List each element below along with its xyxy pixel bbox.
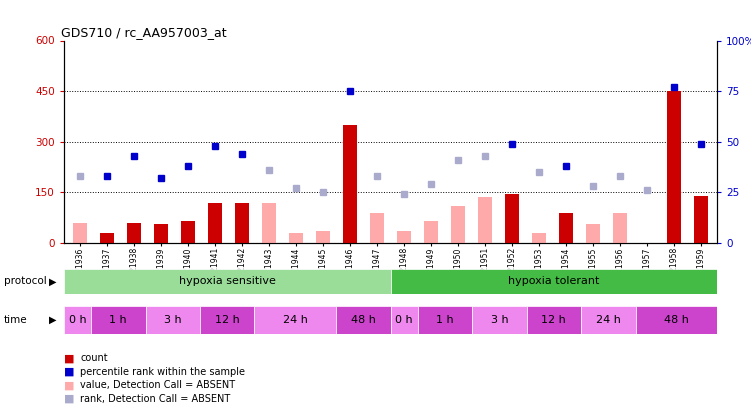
- Text: 1 h: 1 h: [110, 315, 127, 325]
- Text: rank, Detection Call = ABSENT: rank, Detection Call = ABSENT: [80, 394, 231, 403]
- Text: time: time: [4, 315, 27, 325]
- Bar: [532, 233, 546, 243]
- Text: ■: ■: [64, 394, 74, 403]
- Text: hypoxia sensitive: hypoxia sensitive: [179, 277, 276, 286]
- Bar: [667, 91, 680, 243]
- Bar: [391, 269, 717, 294]
- Bar: [200, 306, 255, 334]
- Text: ▶: ▶: [49, 315, 56, 325]
- Text: count: count: [80, 354, 108, 363]
- Bar: [316, 231, 330, 243]
- Bar: [526, 306, 581, 334]
- Bar: [694, 196, 707, 243]
- Bar: [391, 306, 418, 334]
- Bar: [472, 306, 526, 334]
- Bar: [289, 233, 303, 243]
- Text: ■: ■: [64, 354, 74, 363]
- Bar: [424, 221, 438, 243]
- Bar: [262, 202, 276, 243]
- Bar: [91, 306, 146, 334]
- Bar: [370, 213, 384, 243]
- Bar: [208, 202, 222, 243]
- Bar: [614, 213, 627, 243]
- Text: protocol: protocol: [4, 277, 47, 286]
- Bar: [397, 231, 411, 243]
- Bar: [154, 224, 167, 243]
- Text: 0 h: 0 h: [395, 315, 413, 325]
- Bar: [418, 306, 472, 334]
- Bar: [101, 233, 114, 243]
- Text: percentile rank within the sample: percentile rank within the sample: [80, 367, 246, 377]
- Text: 3 h: 3 h: [164, 315, 182, 325]
- Bar: [181, 221, 195, 243]
- Text: 3 h: 3 h: [490, 315, 508, 325]
- Bar: [587, 224, 600, 243]
- Bar: [235, 202, 249, 243]
- Bar: [64, 269, 391, 294]
- Text: ▶: ▶: [49, 277, 56, 286]
- Bar: [64, 306, 91, 334]
- Text: 12 h: 12 h: [215, 315, 240, 325]
- Text: ■: ■: [64, 367, 74, 377]
- Bar: [559, 213, 573, 243]
- Bar: [478, 198, 492, 243]
- Bar: [74, 223, 87, 243]
- Bar: [635, 306, 717, 334]
- Text: ■: ■: [64, 380, 74, 390]
- Text: 0 h: 0 h: [68, 315, 86, 325]
- Text: value, Detection Call = ABSENT: value, Detection Call = ABSENT: [80, 380, 236, 390]
- Bar: [451, 206, 465, 243]
- Bar: [581, 306, 635, 334]
- Text: 48 h: 48 h: [664, 315, 689, 325]
- Bar: [343, 125, 357, 243]
- Bar: [336, 306, 391, 334]
- Text: hypoxia tolerant: hypoxia tolerant: [508, 277, 599, 286]
- Text: GDS710 / rc_AA957003_at: GDS710 / rc_AA957003_at: [61, 26, 226, 39]
- Bar: [255, 306, 336, 334]
- Bar: [505, 194, 519, 243]
- Text: 24 h: 24 h: [596, 315, 621, 325]
- Bar: [146, 306, 200, 334]
- Text: 48 h: 48 h: [351, 315, 376, 325]
- Text: 12 h: 12 h: [541, 315, 566, 325]
- Bar: [127, 223, 140, 243]
- Text: 24 h: 24 h: [283, 315, 308, 325]
- Text: 1 h: 1 h: [436, 315, 454, 325]
